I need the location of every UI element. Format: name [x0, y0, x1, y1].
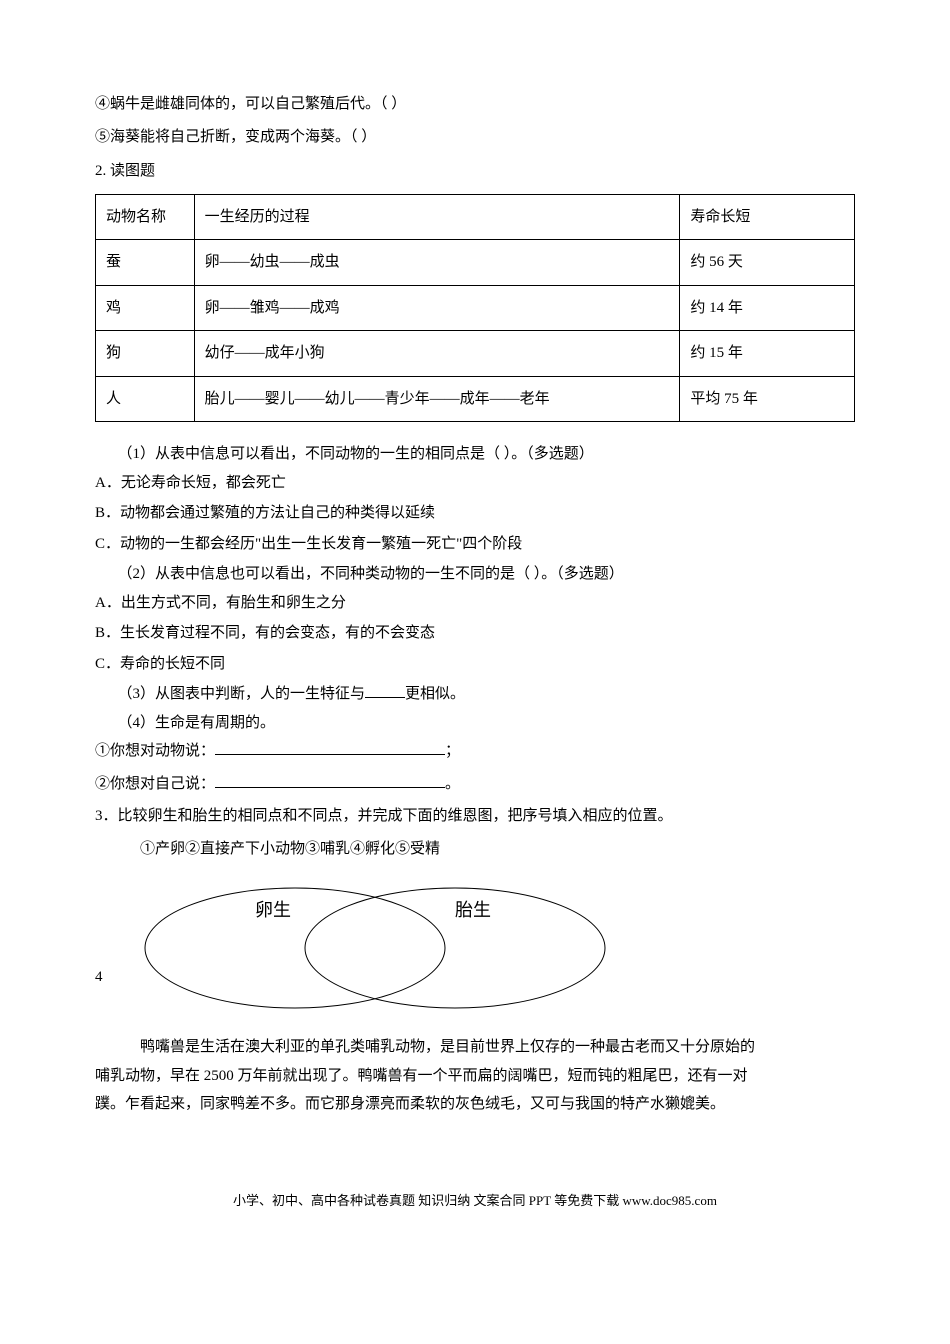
q2-sub2-option-c: C．寿命的长短不同	[95, 650, 855, 679]
q2-sub4-2-suffix: 。	[445, 776, 460, 792]
q2-sub4-2-prefix: ②你想对自己说：	[95, 776, 215, 792]
venn-diagram: 卵生 胎生	[125, 873, 625, 1023]
q2-sub2-option-a: A．出生方式不同，有胎生和卵生之分	[95, 589, 855, 618]
venn-left-label: 卵生	[255, 893, 291, 927]
table-header-cell: 一生经历的过程	[194, 194, 680, 240]
table-cell: 蚕	[96, 240, 195, 286]
fill-blank[interactable]	[365, 683, 405, 698]
q2-sub4-2: ②你想对自己说： 。	[95, 770, 855, 799]
table-row: 狗 幼仔——成年小狗 约 15 年	[96, 331, 855, 377]
q2-sub1-option-c: C．动物的一生都会经历"出生一生长发育一繁殖一死亡"四个阶段	[95, 530, 855, 559]
page-footer: 小学、初中、高中各种试卷真题 知识归纳 文案合同 PPT 等免费下载 www.d…	[95, 1189, 855, 1214]
q4-passage-line2: 哺乳动物，早在 2500 万年前就出现了。鸭嘴兽有一个平而扁的阔嘴巴，短而钝的粗…	[95, 1062, 855, 1091]
statement-5: ⑤海葵能将自己折断，变成两个海葵。（ ）	[95, 123, 855, 152]
q2-sub4-1: ①你想对动物说： ；	[95, 737, 855, 766]
q2-sub1-option-b: B．动物都会通过繁殖的方法让自己的种类得以延续	[95, 499, 855, 528]
table-cell: 约 56 天	[680, 240, 855, 286]
q4-number: 4	[95, 963, 103, 992]
q2-sub2: （2）从表中信息也可以看出，不同种类动物的一生不同的是（ ）。（多选题）	[95, 560, 855, 589]
table-cell: 鸡	[96, 285, 195, 331]
fill-blank[interactable]	[215, 773, 445, 788]
q3-items: ①产卵②直接产下小动物③哺乳④孵化⑤受精	[95, 835, 855, 864]
q4-passage-line1: 鸭嘴兽是生活在澳大利亚的单孔类哺乳动物，是目前世界上仅存的一种最古老而又十分原始…	[95, 1033, 855, 1062]
q2-sub1: （1）从表中信息可以看出，不同动物的一生的相同点是（ ）。（多选题）	[95, 440, 855, 469]
q2-heading: 2. 读图题	[95, 157, 855, 186]
q2-sub3: （3）从图表中判断，人的一生特征与 更相似。	[95, 680, 855, 709]
statement-4: ④蜗牛是雌雄同体的，可以自己繁殖后代。（ ）	[95, 90, 855, 119]
animal-life-table: 动物名称 一生经历的过程 寿命长短 蚕 卵——幼虫——成虫 约 56 天 鸡 卵…	[95, 194, 855, 423]
table-cell: 卵——雏鸡——成鸡	[194, 285, 680, 331]
table-row: 人 胎儿——婴儿——幼儿——青少年——成年——老年 平均 75 年	[96, 376, 855, 422]
q2-sub1-option-a: A．无论寿命长短，都会死亡	[95, 469, 855, 498]
table-cell: 幼仔——成年小狗	[194, 331, 680, 377]
q2-sub3-prefix: （3）从图表中判断，人的一生特征与	[118, 686, 366, 702]
q3-heading: 3．比较卵生和胎生的相同点和不同点，并完成下面的维恩图，把序号填入相应的位置。	[95, 802, 855, 831]
table-header-cell: 动物名称	[96, 194, 195, 240]
q2-sub4: （4）生命是有周期的。	[95, 709, 855, 738]
table-cell: 狗	[96, 331, 195, 377]
table-cell: 卵——幼虫——成虫	[194, 240, 680, 286]
table-cell: 约 15 年	[680, 331, 855, 377]
q2-sub4-1-prefix: ①你想对动物说：	[95, 743, 215, 759]
venn-right-label: 胎生	[455, 893, 491, 927]
table-row: 鸡 卵——雏鸡——成鸡 约 14 年	[96, 285, 855, 331]
venn-svg	[125, 873, 625, 1023]
q4-passage-line3: 蹼。乍看起来，同家鸭差不多。而它那身漂亮而柔软的灰色绒毛，又可与我国的特产水獭媲…	[95, 1090, 855, 1119]
table-cell: 人	[96, 376, 195, 422]
table-header-cell: 寿命长短	[680, 194, 855, 240]
q2-sub3-suffix: 更相似。	[405, 686, 465, 702]
table-cell: 平均 75 年	[680, 376, 855, 422]
table-cell: 胎儿——婴儿——幼儿——青少年——成年——老年	[194, 376, 680, 422]
q2-sub4-1-suffix: ；	[445, 743, 460, 759]
table-cell: 约 14 年	[680, 285, 855, 331]
table-row: 蚕 卵——幼虫——成虫 约 56 天	[96, 240, 855, 286]
q2-sub2-option-b: B．生长发育过程不同，有的会变态，有的不会变态	[95, 619, 855, 648]
fill-blank[interactable]	[215, 740, 445, 755]
table-row: 动物名称 一生经历的过程 寿命长短	[96, 194, 855, 240]
venn-left-ellipse	[145, 888, 445, 1008]
